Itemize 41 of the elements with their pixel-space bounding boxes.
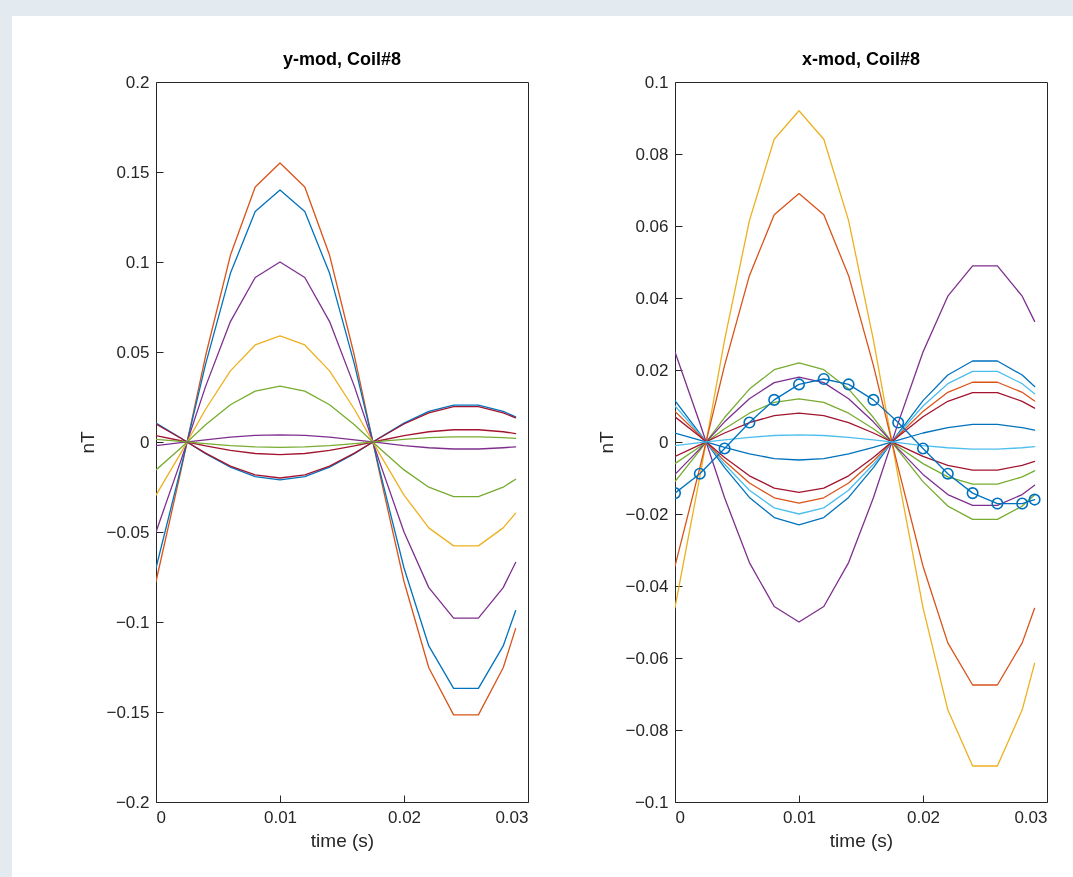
x-tick-label: 0 bbox=[675, 807, 685, 827]
line-series bbox=[675, 265, 1036, 623]
y-tick-label: 0.2 bbox=[125, 72, 150, 92]
y-tick-label: 0.08 bbox=[635, 144, 669, 164]
y-tick-label: −0.15 bbox=[106, 702, 150, 722]
line-series bbox=[675, 412, 1036, 471]
x-axis-title: time (s) bbox=[310, 829, 375, 851]
y-tick-label: 0.1 bbox=[644, 72, 669, 92]
chart-title: x-mod, Coil#8 bbox=[801, 49, 921, 69]
y-tick-label: 0.04 bbox=[635, 288, 669, 308]
x-tick-label: 0.03 bbox=[1014, 807, 1048, 827]
y-tick-label: 0.15 bbox=[116, 162, 150, 182]
line-series bbox=[675, 192, 1036, 686]
line-series bbox=[156, 335, 517, 547]
chart-title: y-mod, Coil#8 bbox=[282, 49, 402, 69]
x-tick-label: 0.02 bbox=[906, 807, 941, 827]
line-series bbox=[675, 110, 1036, 767]
y-tick-label: −0.05 bbox=[106, 522, 150, 542]
y-tick-label: −0.2 bbox=[115, 792, 150, 812]
y-tick-label: −0.02 bbox=[625, 504, 669, 524]
y-tick-label: 0 bbox=[659, 432, 669, 452]
y-tick-label: −0.08 bbox=[625, 720, 669, 740]
x-tick-label: 0.02 bbox=[387, 807, 422, 827]
line-series bbox=[156, 261, 517, 619]
x-tick-label: 0.01 bbox=[263, 807, 298, 827]
y-tick-label: 0.1 bbox=[125, 252, 150, 272]
y-tick-label: −0.04 bbox=[625, 576, 669, 596]
y-axis-title: nT bbox=[596, 431, 618, 454]
y-tick-label: −0.1 bbox=[115, 612, 150, 632]
x-axis-title: time (s) bbox=[829, 829, 894, 851]
y-axis-title: nT bbox=[77, 431, 99, 454]
x-tick-label: 0 bbox=[156, 807, 166, 827]
y-tick-label: −0.06 bbox=[625, 648, 669, 668]
y-tick-label: 0 bbox=[140, 432, 150, 452]
x-tick-label: 0.01 bbox=[782, 807, 817, 827]
y-tick-label: 0.05 bbox=[116, 342, 150, 362]
line-series bbox=[156, 385, 517, 498]
x-tick-label: 0.03 bbox=[495, 807, 529, 827]
y-tick-label: 0.02 bbox=[635, 360, 669, 380]
y-tick-label: 0.06 bbox=[635, 216, 669, 236]
y-tick-label: −0.1 bbox=[634, 792, 669, 812]
